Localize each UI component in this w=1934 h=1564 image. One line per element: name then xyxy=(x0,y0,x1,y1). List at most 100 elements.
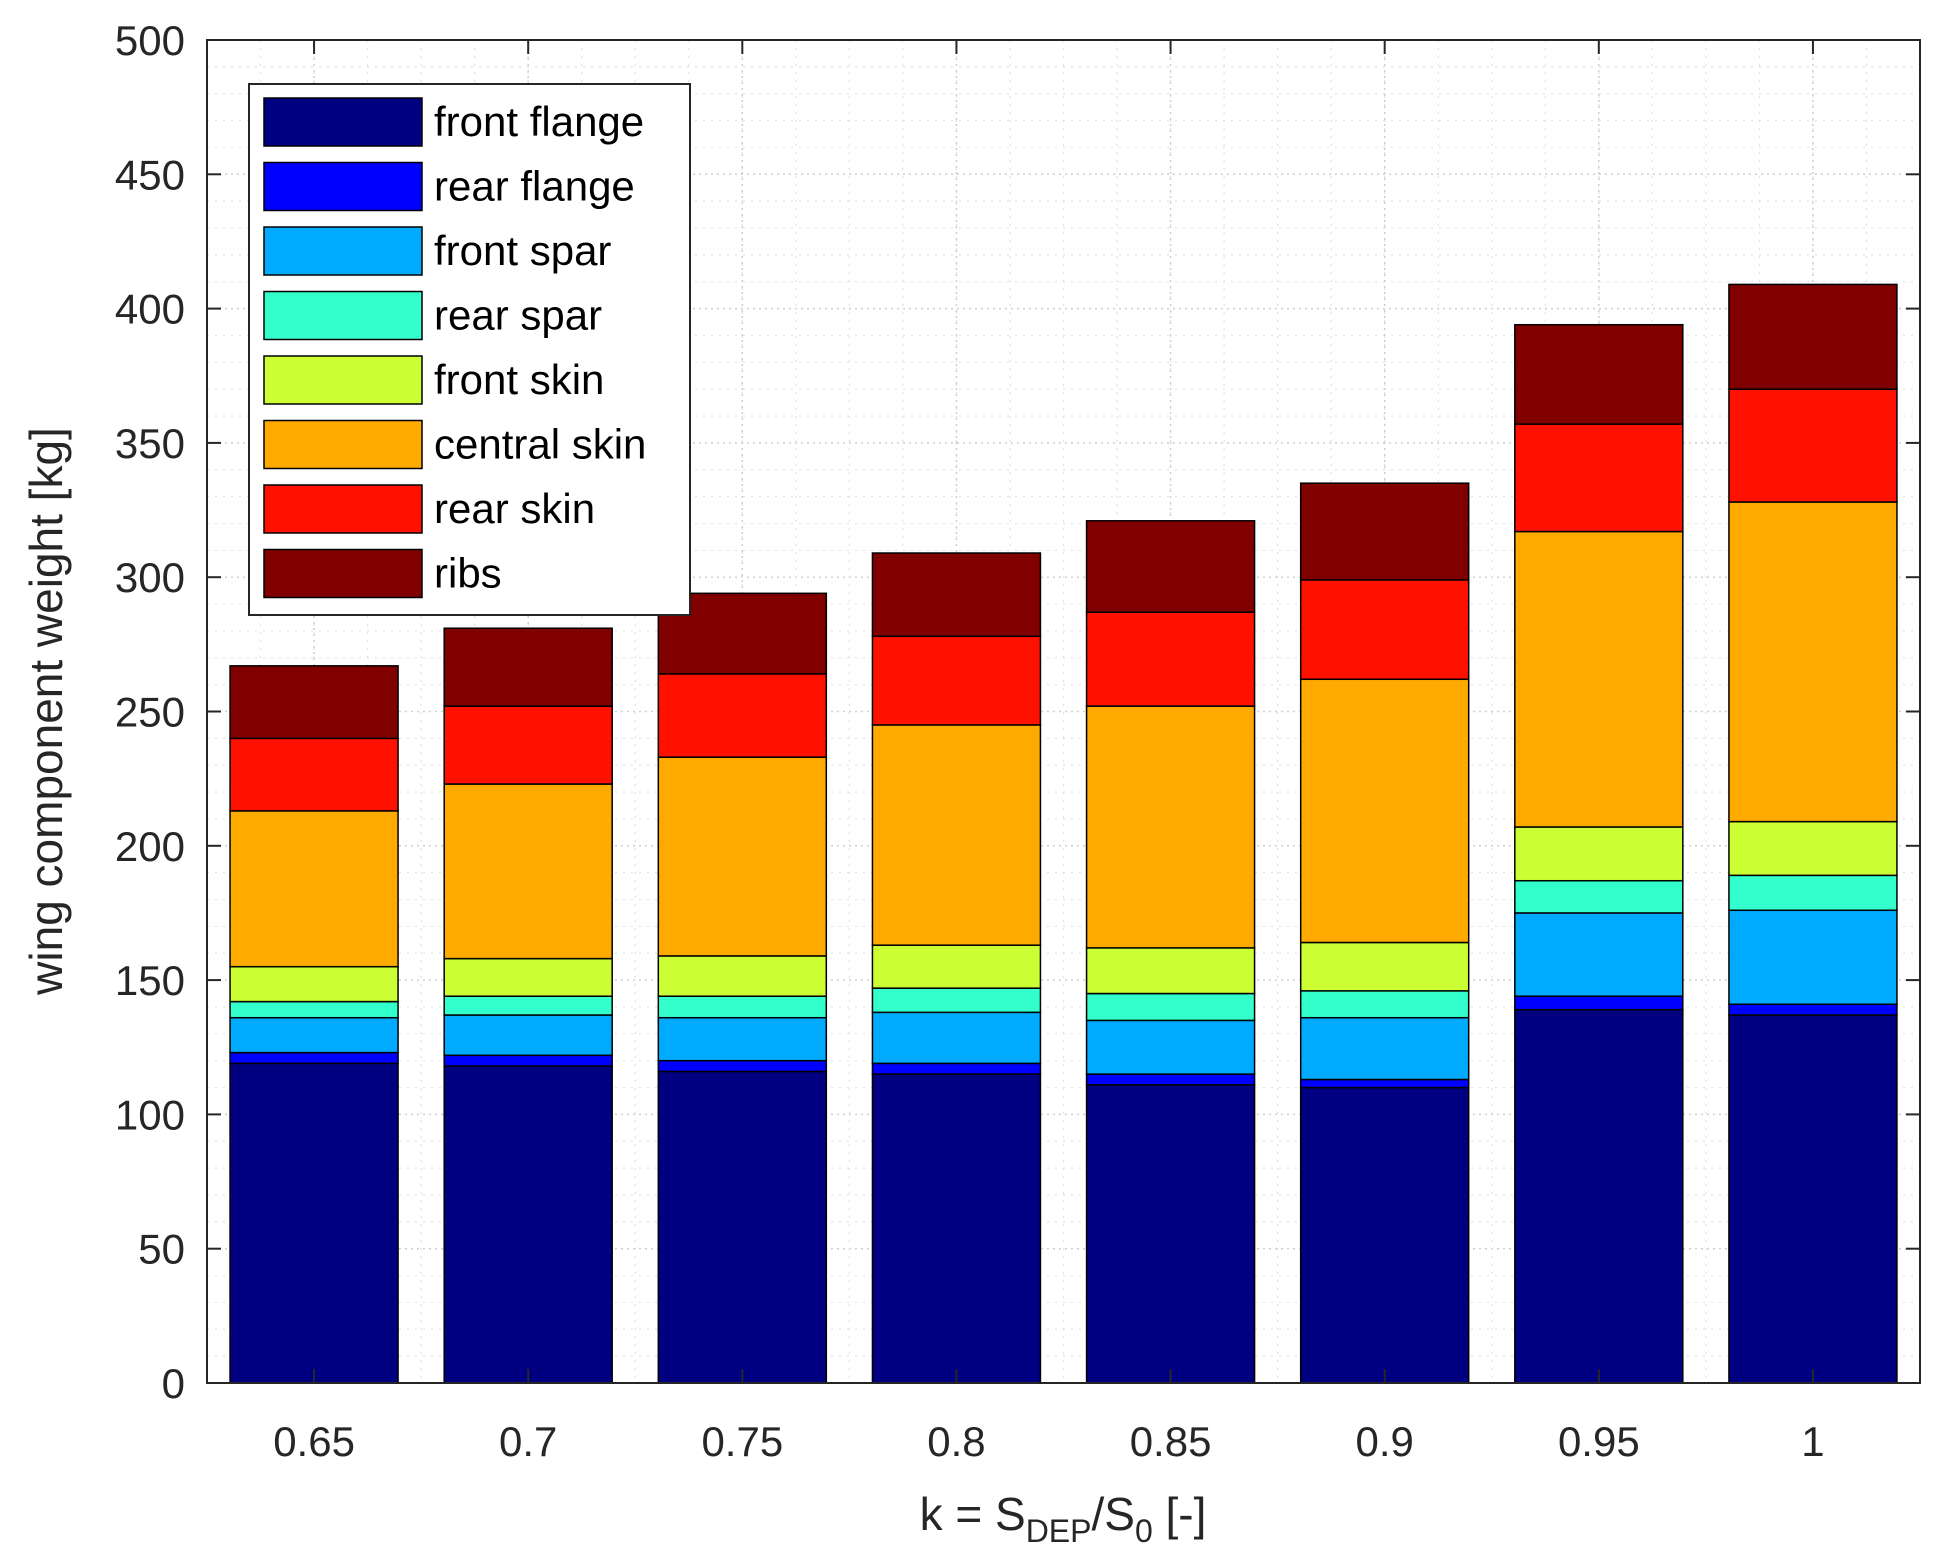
bar-segment-ribs-0.65 xyxy=(229,665,399,740)
x-tick-label: 0.95 xyxy=(1558,1418,1640,1465)
legend: front flange rear flange front spar rear sp… xyxy=(248,83,691,616)
y-tick-label: 100 xyxy=(115,1091,185,1138)
bar-segment-rear-skin-0.7 xyxy=(443,705,613,785)
x-axis-label-sub1: DEP xyxy=(1026,1513,1092,1549)
bar-segment-front-skin-0.95 xyxy=(1514,826,1684,882)
bar-segment-front-flange-0.8 xyxy=(871,1073,1042,1384)
bar-segment-rear-spar-0.7 xyxy=(443,995,613,1016)
y-tick-label: 450 xyxy=(115,151,185,198)
bar-segment-rear-spar-0.85 xyxy=(1085,992,1256,1022)
bar-segment-front-spar-0.65 xyxy=(229,1016,399,1054)
bar-segment-central-skin-0.8 xyxy=(871,724,1042,946)
bar-segment-front-skin-0.7 xyxy=(443,957,613,997)
x-axis-label-mid: /S xyxy=(1091,1488,1134,1540)
legend-swatch-front-skin xyxy=(263,355,423,405)
legend-label-front-spar: front spar xyxy=(434,227,611,274)
bar-segment-front-spar-0.75 xyxy=(657,1016,828,1062)
bar-segment-central-skin-0.75 xyxy=(657,756,828,957)
bar-segment-rear-skin-0.9 xyxy=(1299,579,1470,681)
bar-segment-rear-spar-0.65 xyxy=(229,1000,399,1019)
bar-segment-central-skin-0.9 xyxy=(1299,678,1470,944)
x-tick-label: 1 xyxy=(1801,1418,1824,1465)
y-tick-label: 200 xyxy=(115,823,185,870)
legend-swatch-central-skin xyxy=(263,419,423,470)
legend-label-rear-flange: rear flange xyxy=(434,163,635,210)
bar-segment-rear-skin-0.75 xyxy=(657,673,828,758)
bar-segment-ribs-0.9 xyxy=(1299,482,1470,581)
bar-segment-rear-spar-0.8 xyxy=(871,987,1042,1014)
x-tick-label: 0.65 xyxy=(273,1418,355,1465)
legend-swatch-front-spar xyxy=(263,226,423,276)
bar-segment-front-flange-0.7 xyxy=(443,1065,613,1384)
bar-segment-front-flange-0.95 xyxy=(1514,1008,1684,1384)
y-tick-label: 400 xyxy=(115,286,185,333)
legend-swatch-rear-flange xyxy=(263,161,423,212)
bar-segment-front-skin-0.8 xyxy=(871,944,1042,989)
bar-segment-rear-skin-0.8 xyxy=(871,635,1042,726)
legend-swatch-front-flange xyxy=(263,97,423,147)
bar-segment-front-flange-0.9 xyxy=(1299,1086,1470,1384)
bar-segment-front-skin-1 xyxy=(1728,820,1898,877)
bar-segment-front-spar-0.7 xyxy=(443,1014,613,1057)
y-tick-label: 300 xyxy=(115,554,185,601)
bar-segment-front-skin-0.85 xyxy=(1085,947,1256,995)
bar-segment-ribs-1 xyxy=(1728,283,1898,390)
bar-segment-rear-skin-1 xyxy=(1728,388,1898,503)
y-tick-label: 250 xyxy=(115,689,185,736)
bar-segment-rear-skin-0.85 xyxy=(1085,611,1256,707)
legend-swatch-rear-spar xyxy=(263,290,423,341)
y-axis-label: wing component weight [kg] xyxy=(20,427,72,996)
bar-segment-rear-flange-0.95 xyxy=(1514,995,1684,1011)
bars xyxy=(229,283,1898,1384)
y-tick-label: 500 xyxy=(115,17,185,64)
x-tick-label: 0.75 xyxy=(701,1418,783,1465)
y-tick-label: 50 xyxy=(138,1226,185,1273)
x-axis-label-suffix: [-] xyxy=(1153,1488,1207,1540)
bar-segment-rear-flange-0.85 xyxy=(1085,1073,1256,1086)
bar-segment-front-spar-0.85 xyxy=(1085,1019,1256,1075)
bar-segment-front-flange-0.85 xyxy=(1085,1084,1256,1384)
bar-segment-rear-spar-0.75 xyxy=(657,995,828,1019)
bar-segment-central-skin-1 xyxy=(1728,501,1898,823)
bar-segment-central-skin-0.85 xyxy=(1085,705,1256,949)
x-axis-label: k = SDEP/S0 [-] xyxy=(920,1488,1207,1549)
bar-segment-front-skin-0.65 xyxy=(229,965,399,1003)
bar-segment-front-flange-0.65 xyxy=(229,1062,399,1384)
x-tick-label: 0.7 xyxy=(499,1418,557,1465)
legend-label-front-flange: front flange xyxy=(434,98,644,145)
bar-segment-rear-skin-0.65 xyxy=(229,737,399,812)
bar-segment-front-spar-0.9 xyxy=(1299,1016,1470,1081)
bar-segment-rear-flange-0.75 xyxy=(657,1059,828,1073)
y-tick-label: 350 xyxy=(115,420,185,467)
bar-segment-front-flange-0.75 xyxy=(657,1070,828,1384)
x-tick-label: 0.85 xyxy=(1130,1418,1212,1465)
legend-label-front-skin: front skin xyxy=(434,356,604,403)
x-axis-label-prefix: k = S xyxy=(920,1488,1026,1540)
bar-segment-rear-flange-0.8 xyxy=(871,1062,1042,1075)
bar-segment-rear-flange-0.65 xyxy=(229,1051,399,1065)
y-tick-label: 150 xyxy=(115,957,185,1004)
bar-segment-central-skin-0.7 xyxy=(443,783,613,960)
bar-segment-rear-spar-1 xyxy=(1728,874,1898,912)
axis-ticks xyxy=(207,39,1920,1384)
legend-label-central-skin: central skin xyxy=(434,421,646,468)
bar-segment-rear-flange-0.7 xyxy=(443,1054,613,1067)
bar-segment-rear-spar-0.95 xyxy=(1514,879,1684,914)
bar-segment-front-skin-0.9 xyxy=(1299,941,1470,992)
bar-segment-rear-flange-1 xyxy=(1728,1003,1898,1016)
bar-segment-front-flange-1 xyxy=(1728,1014,1898,1384)
y-tick-label: 0 xyxy=(162,1360,185,1407)
bar-segment-central-skin-0.65 xyxy=(229,810,399,968)
bar-segment-rear-flange-0.9 xyxy=(1299,1078,1470,1089)
legend-label-rear-spar: rear spar xyxy=(434,292,602,339)
legend-swatch-rear-skin xyxy=(263,484,423,534)
bar-segment-ribs-0.8 xyxy=(871,552,1042,638)
bar-segment-ribs-0.85 xyxy=(1085,520,1256,613)
x-axis-label-sub2: 0 xyxy=(1135,1513,1153,1549)
bar-segment-front-skin-0.75 xyxy=(657,955,828,997)
legend-swatch-ribs xyxy=(263,548,423,599)
x-tick-labels: 0.65 0.7 0.75 0.8 0.85 0.9 0.95 1 xyxy=(273,1418,1824,1465)
x-tick-label: 0.8 xyxy=(927,1418,985,1465)
bar-segment-front-spar-0.95 xyxy=(1514,912,1684,997)
